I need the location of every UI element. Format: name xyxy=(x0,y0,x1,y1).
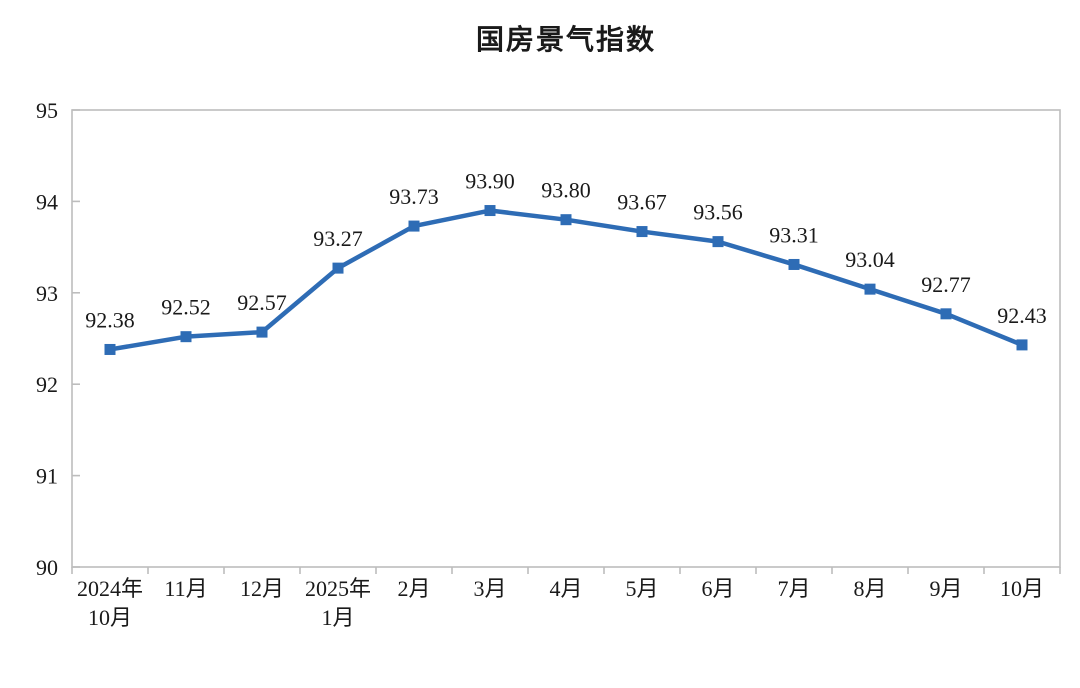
y-axis-label: 90 xyxy=(36,555,58,580)
data-point-label: 93.73 xyxy=(389,184,439,209)
data-point-label: 93.27 xyxy=(313,226,363,251)
data-point-marker xyxy=(332,262,344,274)
x-axis-label: 2月 xyxy=(397,576,430,601)
x-axis-label: 9月 xyxy=(929,576,962,601)
data-point-marker xyxy=(180,331,192,343)
x-axis-label: 8月 xyxy=(853,576,886,601)
data-point-label: 93.90 xyxy=(465,169,515,194)
data-point-marker xyxy=(484,205,496,217)
x-axis-label: 10月 xyxy=(1000,576,1044,601)
data-point-label: 93.67 xyxy=(617,190,667,215)
data-point-label: 92.52 xyxy=(161,295,211,320)
data-point-marker xyxy=(940,308,952,320)
y-axis-label: 92 xyxy=(36,372,58,397)
x-axis-label: 5月 xyxy=(625,576,658,601)
data-point-label: 93.56 xyxy=(693,200,743,225)
x-axis-label: 2025年 xyxy=(305,576,371,601)
x-axis-label: 12月 xyxy=(240,576,284,601)
x-axis-label: 10月 xyxy=(88,605,132,630)
data-point-marker xyxy=(864,283,876,295)
data-point-label: 92.57 xyxy=(237,290,287,315)
x-axis-label: 11月 xyxy=(164,576,207,601)
x-axis-label: 7月 xyxy=(777,576,810,601)
x-axis-label: 2024年 xyxy=(77,576,143,601)
data-point-marker xyxy=(1016,339,1028,351)
data-point-marker xyxy=(712,236,724,248)
data-point-label: 92.77 xyxy=(921,272,971,297)
y-axis-label: 91 xyxy=(36,464,58,489)
y-axis-label: 95 xyxy=(36,98,58,123)
data-point-marker xyxy=(636,226,648,238)
chart-title: 国房景气指数 xyxy=(475,24,656,55)
y-axis-label: 93 xyxy=(36,281,58,306)
x-axis-label: 1月 xyxy=(321,605,354,630)
data-point-label: 93.04 xyxy=(845,247,895,272)
x-axis-label: 3月 xyxy=(473,576,506,601)
plot-border xyxy=(71,109,1061,568)
data-point-label: 92.43 xyxy=(997,303,1047,328)
x-axis-label: 4月 xyxy=(549,576,582,601)
data-point-label: 92.38 xyxy=(85,307,135,332)
x-axis-label: 6月 xyxy=(701,576,734,601)
data-point-marker xyxy=(788,258,800,270)
data-point-marker xyxy=(560,214,572,226)
data-point-label: 93.80 xyxy=(541,178,591,203)
data-point-label: 93.31 xyxy=(769,222,819,247)
y-axis-label: 94 xyxy=(36,189,58,214)
data-point-marker xyxy=(256,326,268,338)
data-point-marker xyxy=(104,343,116,355)
series-line xyxy=(107,208,1025,352)
data-point-marker xyxy=(408,220,420,232)
